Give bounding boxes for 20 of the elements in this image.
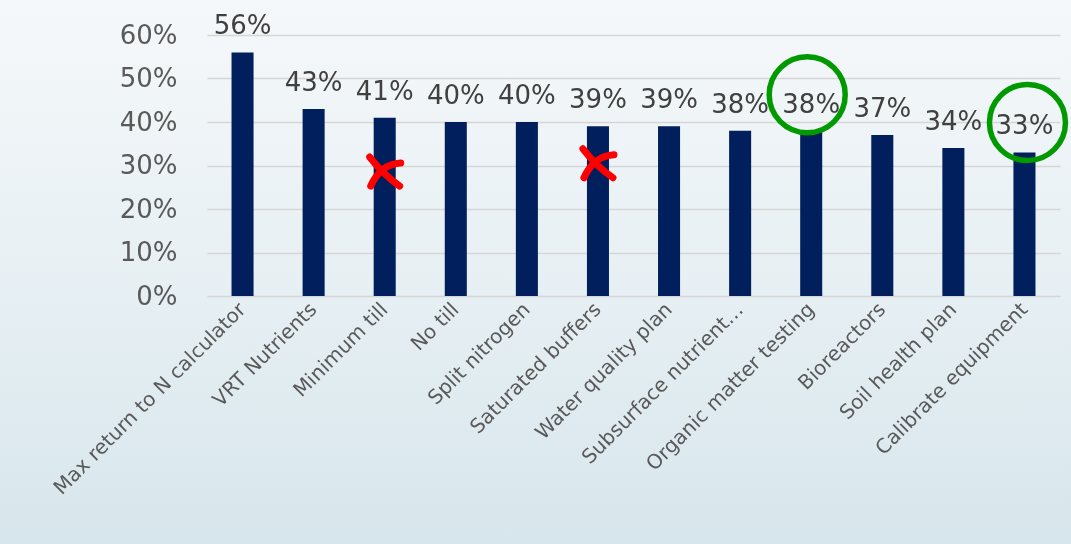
data-label: 38% <box>782 88 841 119</box>
y-tick-label: 0% <box>136 280 178 311</box>
data-label: 39% <box>569 84 627 115</box>
y-tick-label: 50% <box>119 63 178 93</box>
y-tick-label: 30% <box>119 150 178 180</box>
data-label: 41% <box>355 75 414 106</box>
data-label: 37% <box>853 93 912 124</box>
y-tick-label: 60% <box>119 19 178 50</box>
data-label: 40% <box>497 80 556 110</box>
y-tick-label: 10% <box>119 237 178 267</box>
y-tick-label: 40% <box>119 106 178 137</box>
data-label: 40% <box>426 80 485 110</box>
data-label: 56% <box>213 10 272 41</box>
data-label: 33% <box>995 110 1054 141</box>
data-label: 43% <box>284 66 343 97</box>
data-label: 39% <box>640 84 698 115</box>
data-label: 34% <box>924 106 983 137</box>
x-tick-label: No till <box>405 297 464 356</box>
y-tick-label: 20% <box>119 193 178 224</box>
data-label: 38% <box>711 88 770 119</box>
